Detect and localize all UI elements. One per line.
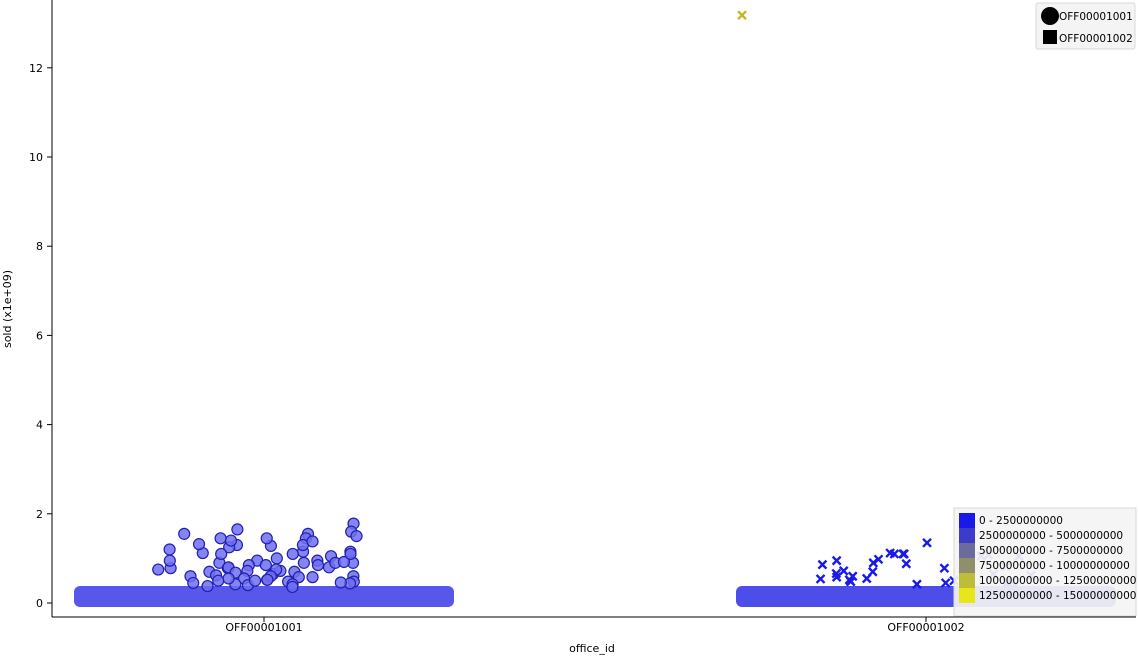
color-legend-swatch xyxy=(959,528,975,543)
data-point xyxy=(898,549,908,559)
data-point xyxy=(867,566,878,577)
color-legend-label: 7500000000 - 10000000000 xyxy=(979,560,1130,572)
x-axis-title: office_id xyxy=(569,642,615,655)
data-point xyxy=(831,555,842,566)
data-point xyxy=(297,556,310,569)
y-axis-title: sold (x1e+09) xyxy=(1,270,14,348)
y-tick-label: 6 xyxy=(36,329,43,342)
color-legend-swatch xyxy=(959,513,975,528)
data-point xyxy=(215,547,228,561)
color-legend-label: 5000000000 - 7500000000 xyxy=(979,545,1123,557)
dense-point-band xyxy=(74,586,454,607)
data-point xyxy=(286,547,299,561)
y-tick-label: 4 xyxy=(36,419,43,432)
data-point xyxy=(337,555,351,569)
x-tick-label: OFF00001002 xyxy=(887,621,964,634)
data-point xyxy=(306,535,319,548)
data-point xyxy=(152,563,165,576)
data-point xyxy=(831,568,842,579)
color-legend: 0 - 2500000000 2500000000 - 5000000000 500… xyxy=(953,507,1137,617)
data-point xyxy=(163,554,176,567)
data-point xyxy=(844,574,855,585)
data-point xyxy=(922,537,932,548)
shape-legend-box xyxy=(1035,2,1136,50)
data-point xyxy=(260,532,273,545)
color-legend-swatch xyxy=(959,543,975,558)
shape-legend-label: OFF00001001 xyxy=(1059,11,1133,23)
data-point xyxy=(270,552,283,565)
y-tick-label: 10 xyxy=(29,151,43,164)
y-tick-label: 0 xyxy=(36,597,43,610)
data-point xyxy=(224,534,238,547)
y-tick-label: 8 xyxy=(36,240,43,253)
data-point xyxy=(231,523,244,536)
data-point xyxy=(163,543,176,556)
color-legend-label: 10000000000 - 12500000000 xyxy=(979,575,1136,587)
data-point xyxy=(815,574,826,584)
data-point xyxy=(214,532,227,545)
y-tick-label: 2 xyxy=(36,508,43,521)
data-points xyxy=(152,10,1036,594)
legend-square-marker xyxy=(1043,30,1057,44)
data-point xyxy=(873,554,884,565)
data-point xyxy=(885,548,896,558)
data-point xyxy=(334,576,347,589)
data-point xyxy=(817,559,828,570)
y-tick-label: 12 xyxy=(29,62,43,75)
legend-circle-marker xyxy=(1041,7,1059,25)
data-point xyxy=(350,529,363,543)
data-point xyxy=(187,576,200,590)
color-legend-label: 0 - 2500000000 xyxy=(979,515,1063,527)
data-point xyxy=(192,538,206,551)
data-point xyxy=(901,558,912,569)
data-point xyxy=(940,578,951,588)
color-legend-label: 2500000000 - 5000000000 xyxy=(979,530,1123,542)
color-legend-swatch xyxy=(959,573,975,588)
data-point xyxy=(201,579,214,593)
data-point xyxy=(344,547,357,561)
data-point xyxy=(248,574,262,587)
color-legend-swatch xyxy=(959,588,975,603)
data-point xyxy=(222,572,235,585)
plot-area xyxy=(74,10,1116,607)
data-point xyxy=(212,574,225,587)
x-tick-label: OFF00001001 xyxy=(225,621,302,634)
color-legend-label: 12500000000 - 15000000000 xyxy=(979,590,1136,602)
data-point xyxy=(311,558,325,572)
data-point xyxy=(737,10,747,21)
data-point xyxy=(306,571,319,584)
x-ticks: OFF00001001 OFF00001002 xyxy=(225,617,965,634)
data-point xyxy=(259,558,272,572)
color-legend-box xyxy=(953,507,1137,617)
data-point xyxy=(939,563,950,574)
data-point xyxy=(178,527,191,540)
y-ticks: 0 2 4 6 8 10 12 xyxy=(29,62,52,610)
data-point xyxy=(912,579,922,590)
data-point xyxy=(261,573,274,586)
color-legend-swatch xyxy=(959,558,975,573)
data-point xyxy=(286,580,299,594)
shape-legend-label: OFF00001002 xyxy=(1059,33,1133,45)
shape-legend: OFF00001001 OFF00001002 xyxy=(1035,2,1136,50)
